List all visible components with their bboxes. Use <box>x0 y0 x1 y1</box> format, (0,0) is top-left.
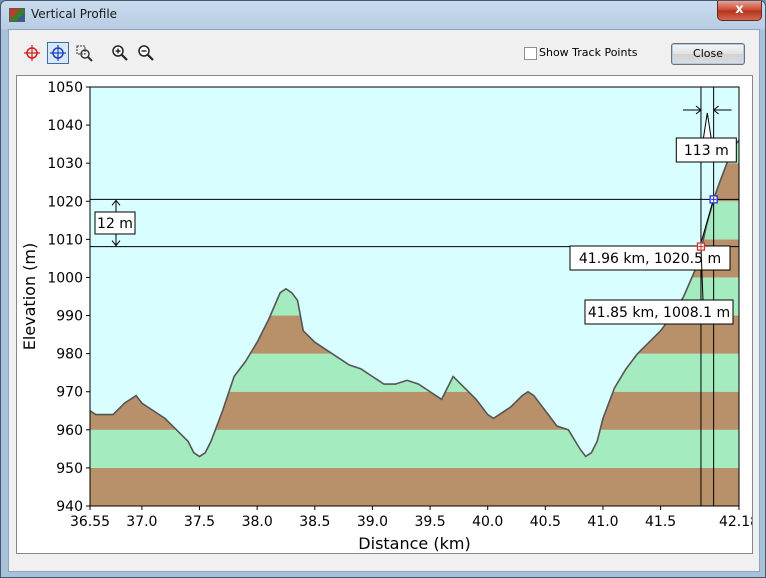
y-tick-label: 1050 <box>47 80 83 96</box>
close-button[interactable]: Close <box>671 43 745 65</box>
marker-leader <box>700 246 704 301</box>
title-bar[interactable]: Vertical Profile x <box>1 1 765 29</box>
distance-diff-arrowhead <box>712 105 719 115</box>
x-tick-label: 38.5 <box>299 514 330 530</box>
marker-callout-label: 41.85 km, 1008.1 m <box>588 305 730 321</box>
zoom-out-icon[interactable] <box>135 42 157 64</box>
x-tick-label: 37.0 <box>126 514 157 530</box>
window-title: Vertical Profile <box>31 7 118 21</box>
x-tick-label: 41.5 <box>645 514 676 530</box>
x-tick-label: 39.5 <box>414 514 445 530</box>
profile-line <box>89 139 740 458</box>
y-tick-label: 950 <box>56 461 83 477</box>
y-tick-label: 1010 <box>47 232 83 248</box>
distance-diff-arrowhead <box>695 105 702 115</box>
marker-callout-box <box>584 299 734 325</box>
y-tick-label: 970 <box>56 385 83 401</box>
show-track-points-checkbox[interactable] <box>524 47 537 60</box>
x-tick-label: 42.18 <box>719 514 752 530</box>
y-tick-label: 1020 <box>47 194 83 210</box>
x-tick-label: 37.5 <box>184 514 215 530</box>
zoom-area-icon[interactable] <box>73 42 95 64</box>
y-tick-label: 960 <box>56 423 83 439</box>
x-axis-label: Distance (km) <box>358 534 470 553</box>
distance-diff-box <box>675 137 737 163</box>
x-tick-label: 38.0 <box>242 514 273 530</box>
client-area: Show Track Points Close 940 950 960 970 980 9… <box>8 29 760 572</box>
show-track-points-label[interactable]: Show Track Points <box>539 46 638 59</box>
distance-diff-label: 113 m <box>684 143 729 159</box>
x-tick-label: 36.55 <box>70 514 110 530</box>
y-tick-label: 1030 <box>47 156 83 172</box>
x-tick-label: 40.0 <box>472 514 503 530</box>
y-axis-label: Elevation (m) <box>20 243 39 350</box>
x-tick-label: 41.0 <box>587 514 618 530</box>
crosshair-red-icon[interactable] <box>21 42 43 64</box>
plot-border <box>89 86 740 507</box>
elevation-diff-arrowhead <box>111 240 121 247</box>
zoom-in-icon[interactable] <box>109 42 131 64</box>
track-marker-cross <box>698 244 704 250</box>
plot-frame: 940 950 960 970 980 990 1000 1010 1020 1030 1040 10… <box>16 75 759 554</box>
y-tick-label: 940 <box>56 499 83 515</box>
x-tick-label: 39.0 <box>357 514 388 530</box>
elevation-diff-label: 12 m <box>97 216 133 232</box>
elevation-diff-arrowhead <box>111 199 121 206</box>
elevation-chart[interactable]: 940 950 960 970 980 990 1000 1010 1020 1030 1040 10… <box>17 76 759 553</box>
app-icon <box>9 8 25 22</box>
x-tick-label: 40.5 <box>530 514 561 530</box>
track-marker-cross <box>711 196 717 202</box>
marker-leader <box>699 199 715 247</box>
y-tick-label: 1040 <box>47 118 83 134</box>
elevation-band <box>90 467 739 506</box>
marker-callout-label: 41.96 km, 1020.5 m <box>579 251 721 267</box>
y-tick-label: 980 <box>56 347 83 363</box>
distance-diff-pointer <box>702 112 712 140</box>
crosshair-blue-icon[interactable] <box>47 42 69 64</box>
window-close-button[interactable]: x <box>717 1 762 21</box>
y-tick-label: 990 <box>56 309 83 325</box>
elevation-diff-box <box>94 211 136 235</box>
y-tick-label: 1000 <box>47 270 83 286</box>
